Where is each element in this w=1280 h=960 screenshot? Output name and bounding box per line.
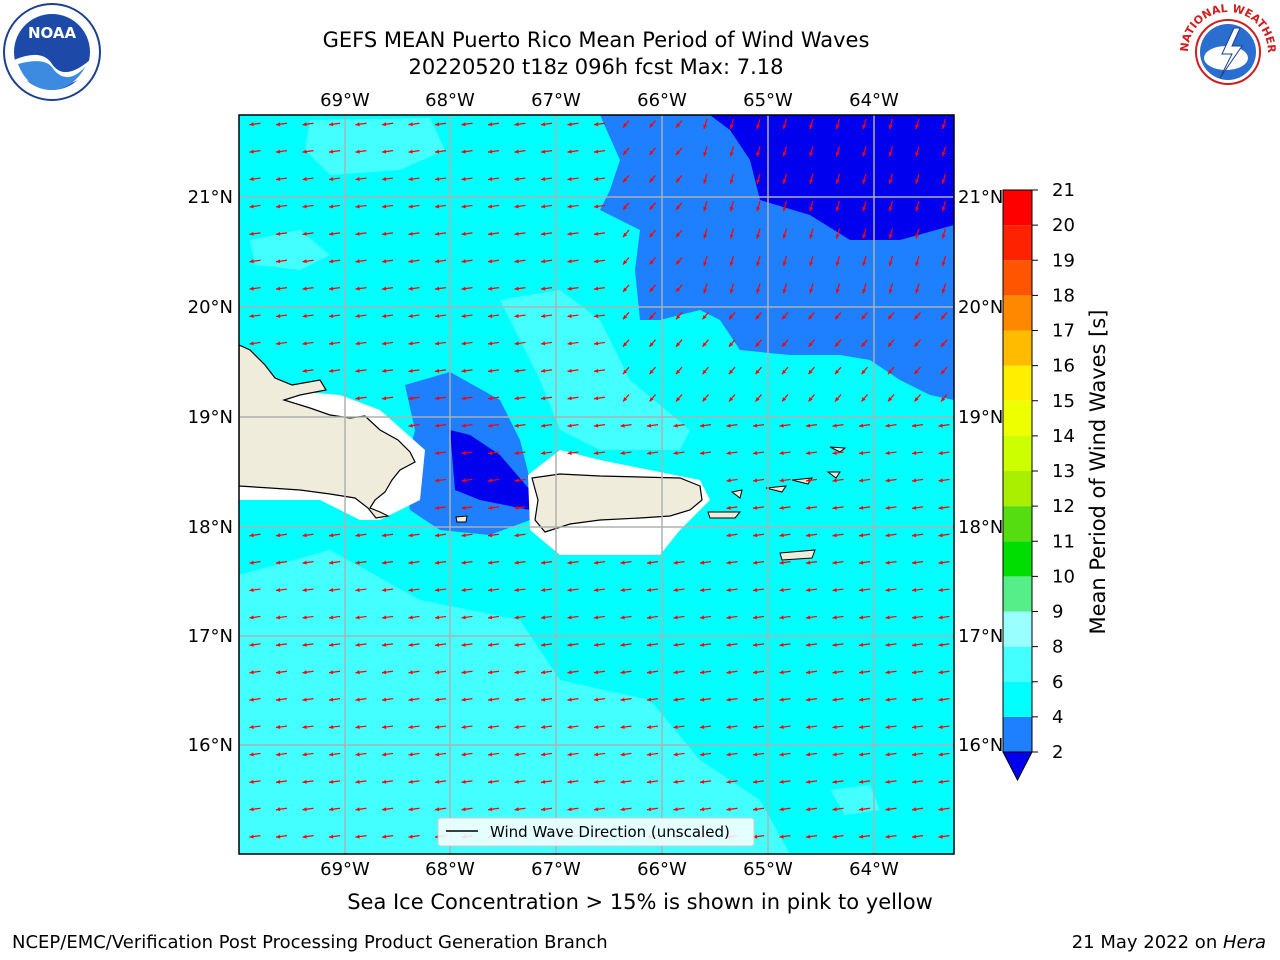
colorbar-tick-label: 21 — [1052, 180, 1075, 201]
colorbar-tick-label: 15 — [1052, 391, 1075, 412]
colorbar-tick-label: 8 — [1052, 637, 1063, 658]
footer-date: 21 May 2022 on Hera — [1072, 932, 1266, 953]
lon-label-top: 64°W — [849, 90, 899, 111]
colorbar: 2 4 6 8 9 10 11 12 13 14 15 16 17 18 19 20 21 — [1002, 180, 1075, 782]
lon-label-bottom: 65°W — [743, 859, 793, 880]
footer-credit: NCEP/EMC/Verification Post Processing Pr… — [12, 932, 608, 953]
land-st-croix — [779, 549, 816, 561]
legend-label: Wind Wave Direction (unscaled) — [490, 823, 730, 841]
field-6-8s-patch-mona — [500, 290, 690, 450]
field-6-8s-patch-south — [239, 550, 790, 854]
field-6-8s-patch-west — [250, 230, 330, 270]
colorbar-segment — [1003, 365, 1032, 401]
colorbar-tick-label: 13 — [1052, 461, 1075, 482]
lat-label-left: 21°N — [188, 187, 233, 208]
land-mona-island — [455, 515, 468, 523]
colorbar-tick-label: 18 — [1052, 285, 1075, 306]
colorbar-tick-label: 12 — [1052, 496, 1075, 517]
land-hispaniola — [239, 344, 416, 519]
colorbar-segment — [1003, 260, 1032, 296]
colorbar-tick-label: 11 — [1052, 531, 1075, 552]
colorbar-segment — [1003, 190, 1032, 226]
lon-labels-top: 69°W 68°W 67°W 66°W 65°W 64°W — [320, 90, 899, 111]
noaa-logo-text: NOAA — [28, 24, 77, 42]
lat-labels-left: 21°N 20°N 19°N 18°N 17°N 16°N — [188, 187, 233, 756]
lat-label-left: 19°N — [188, 407, 233, 428]
footer-date-text: 21 May 2022 on — [1071, 932, 1223, 953]
colorbar-segment — [1003, 576, 1032, 612]
lon-label-bottom: 69°W — [320, 859, 370, 880]
wind-wave-direction-arrows — [249, 118, 950, 839]
colorbar-tick-label: 20 — [1052, 215, 1075, 236]
lon-label-top: 67°W — [531, 90, 581, 111]
colorbar-tick-label: 10 — [1052, 566, 1075, 587]
colorbar-tick-label: 17 — [1052, 321, 1075, 342]
colorbar-segment — [1003, 506, 1032, 542]
colorbar-segment — [1003, 681, 1032, 717]
colorbar-tick-label: 16 — [1052, 356, 1075, 377]
colorbar-segment — [1003, 295, 1032, 331]
lon-label-top: 69°W — [320, 90, 370, 111]
map-plot-area — [239, 115, 954, 854]
colorbar-tick-label: 9 — [1052, 602, 1063, 623]
lat-labels-right: 21°N 20°N 19°N 18°N 17°N 16°N — [958, 187, 1003, 756]
lat-label-right: 19°N — [958, 407, 1003, 428]
field-lt2s-mona — [450, 430, 530, 510]
colorbar-tick-label: 14 — [1052, 426, 1075, 447]
field-lt2s-northeast — [710, 115, 954, 240]
chart-subtitle: 20220520 t18z 096h fcst Max: 7.18 — [408, 55, 784, 79]
colorbar-segment — [1003, 435, 1032, 471]
map-legend: Wind Wave Direction (unscaled) — [437, 817, 755, 847]
lon-label-bottom: 67°W — [531, 859, 581, 880]
lat-label-right: 20°N — [958, 297, 1003, 318]
colorbar-segment — [1003, 716, 1032, 752]
lat-label-left: 18°N — [188, 517, 233, 538]
lon-label-top: 68°W — [425, 90, 475, 111]
lat-label-right: 21°N — [958, 187, 1003, 208]
colorbar-segment — [1003, 646, 1032, 682]
lon-label-bottom: 64°W — [849, 859, 899, 880]
colorbar-tick-label: 4 — [1052, 707, 1063, 728]
colorbar-extend-arrow — [1002, 751, 1033, 782]
colorbar-segment — [1003, 400, 1032, 436]
graticule — [239, 115, 954, 854]
colorbar-tick-label: 2 — [1052, 742, 1063, 763]
colorbar-tick-label: 6 — [1052, 672, 1063, 693]
sea-ice-note: Sea Ice Concentration > 15% is shown in … — [347, 890, 933, 914]
lat-label-left: 17°N — [188, 626, 233, 647]
land-vieques — [707, 511, 742, 519]
land-puerto-rico — [531, 473, 703, 533]
lon-label-top: 65°W — [743, 90, 793, 111]
lon-label-bottom: 66°W — [637, 859, 687, 880]
field-6-8s-patch-se — [830, 785, 880, 815]
colorbar-segment — [1003, 471, 1032, 507]
nws-logo: NATIONAL WEATHER SERVICE — [1178, 2, 1278, 99]
noaa-logo: NOAA — [3, 3, 101, 101]
colorbar-segment — [1003, 330, 1032, 366]
colorbar-segment — [1003, 611, 1032, 647]
lon-label-bottom: 68°W — [425, 859, 475, 880]
colorbar-segment — [1003, 541, 1032, 577]
lon-labels-bottom: 69°W 68°W 67°W 66°W 65°W 64°W — [320, 859, 899, 880]
chart-title: GEFS MEAN Puerto Rico Mean Period of Win… — [322, 28, 870, 52]
lat-label-left: 20°N — [188, 297, 233, 318]
colorbar-label: Mean Period of Wind Waves [s] — [1086, 310, 1110, 635]
colorbar-segment — [1003, 225, 1032, 261]
lat-label-right: 18°N — [958, 517, 1003, 538]
map-frame — [238, 114, 955, 855]
field-6-8s-patch-north — [305, 118, 445, 175]
lon-label-top: 66°W — [637, 90, 687, 111]
lat-label-right: 16°N — [958, 735, 1003, 756]
lat-label-left: 16°N — [188, 735, 233, 756]
colorbar-tick-label: 19 — [1052, 250, 1075, 271]
lat-label-right: 17°N — [958, 626, 1003, 647]
footer-host: Hera — [1222, 932, 1266, 953]
